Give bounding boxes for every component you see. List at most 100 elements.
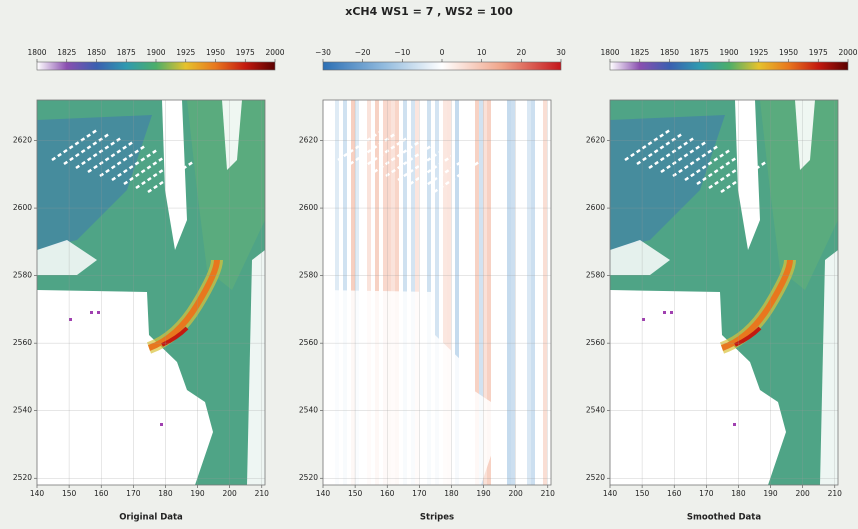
axes-frame [609, 99, 839, 486]
colorbar-tick-label: 2000 [265, 48, 284, 57]
heatmap-streak [672, 144, 719, 178]
heatmap-field [37, 240, 97, 275]
heatmap-streak [75, 136, 122, 170]
heatmap-streak [421, 156, 468, 190]
colorbar-tick-label: 20 [517, 48, 527, 57]
x-tick-label: 210 [828, 489, 843, 498]
colorbar-tick-label: −10 [394, 48, 410, 57]
heatmap-field [187, 100, 265, 290]
x-tick-label: 160 [380, 489, 395, 498]
y-tick-label: 2520 [299, 473, 318, 482]
heatmap-image [37, 100, 265, 485]
y-tick-label: 2560 [299, 338, 318, 347]
heatmap-streak [349, 132, 396, 166]
heatmap-image [610, 100, 838, 485]
x-tick-label: 190 [476, 489, 491, 498]
heatmap-dot [90, 311, 93, 314]
heatmap-streak [135, 156, 182, 190]
x-tick-label: 200 [796, 489, 811, 498]
heatmap-field [760, 100, 838, 290]
heatmap-streak [99, 144, 146, 178]
x-axis-label: Original Data [119, 513, 183, 523]
y-tick-label: 2600 [13, 203, 32, 212]
x-tick-label: 150 [635, 489, 650, 498]
y-tick-label: 2540 [13, 406, 32, 415]
heatmap-dot [670, 311, 673, 314]
heatmap-plume [161, 326, 189, 347]
heatmap-streak [361, 136, 408, 170]
heatmap-streak [397, 148, 444, 182]
heatmap-streak [624, 128, 671, 162]
x-tick-label: 190 [763, 489, 778, 498]
colorbar-tick-label: 1975 [236, 48, 255, 57]
heatmap-stripe [447, 100, 451, 485]
heatmap-streak [409, 152, 456, 186]
colorbar-tick-label: 1900 [719, 48, 738, 57]
heatmap-streak [123, 152, 170, 186]
x-tick-label: 160 [94, 489, 109, 498]
x-tick-label: 210 [541, 489, 556, 498]
y-tick-label: 2560 [586, 338, 605, 347]
heatmap-streak [87, 140, 134, 174]
heatmap-field [323, 290, 499, 485]
heatmap-plume [720, 259, 793, 351]
y-tick-label: 2580 [586, 271, 605, 280]
colorbar-tick-label: 1975 [809, 48, 828, 57]
heatmap-field [610, 290, 786, 485]
heatmap-dot [160, 423, 163, 426]
x-tick-label: 170 [699, 489, 714, 498]
y-tick-label: 2560 [13, 338, 32, 347]
y-tick-label: 2580 [13, 271, 32, 280]
colorbar-tick-label: 1950 [206, 48, 225, 57]
colorbar-tick-label: 1925 [749, 48, 768, 57]
heatmap-streak [433, 160, 480, 194]
x-tick-label: 180 [158, 489, 173, 498]
x-axis-label: Stripes [420, 513, 454, 523]
heatmap-stripe [507, 100, 511, 485]
heatmap-streak [51, 128, 98, 162]
colorbar-tick-label: 1825 [57, 48, 76, 57]
y-tick-label: 2600 [299, 203, 318, 212]
x-tick-label: 210 [255, 489, 270, 498]
y-tick-label: 2520 [13, 473, 32, 482]
y-tick-label: 2620 [586, 136, 605, 145]
heatmap-stripe [487, 100, 491, 485]
y-tick-label: 2540 [586, 406, 605, 415]
heatmap-streak [147, 160, 194, 194]
y-tick-label: 2520 [586, 473, 605, 482]
x-axis-label: Smoothed Data [687, 513, 761, 523]
heatmap-dot [733, 423, 736, 426]
heatmap-stripe [531, 100, 535, 485]
heatmap-stripe [479, 100, 483, 485]
colorbar-tick-label: 1825 [630, 48, 649, 57]
colorbar-tick-label: 30 [556, 48, 566, 57]
heatmap-field [820, 250, 838, 485]
x-tick-label: 200 [509, 489, 524, 498]
x-tick-label: 140 [316, 489, 331, 498]
colorbar-tick-label: 1900 [146, 48, 165, 57]
x-tick-label: 200 [223, 489, 238, 498]
heatmap-stripe [435, 100, 439, 485]
colorbar [322, 61, 562, 71]
heatmap-streak [684, 148, 731, 182]
x-tick-label: 190 [190, 489, 205, 498]
heatmap-streak [63, 132, 110, 166]
heatmap-streak [337, 128, 384, 162]
colorbar-tick-label: 1850 [87, 48, 106, 57]
y-tick-label: 2620 [299, 136, 318, 145]
colorbar [609, 61, 849, 71]
x-tick-label: 150 [348, 489, 363, 498]
heatmap-stripe [511, 100, 515, 485]
colorbar-tick-label: 1850 [660, 48, 679, 57]
x-tick-label: 140 [603, 489, 618, 498]
heatmap-streak [708, 156, 755, 190]
heatmap-field [610, 240, 670, 275]
axes-frame [36, 99, 266, 486]
heatmap-streak [696, 152, 743, 186]
heatmap-field [222, 100, 242, 170]
axes-frame [322, 99, 552, 486]
colorbar-tick-label: 1875 [117, 48, 136, 57]
colorbar-tick-label: 10 [477, 48, 487, 57]
